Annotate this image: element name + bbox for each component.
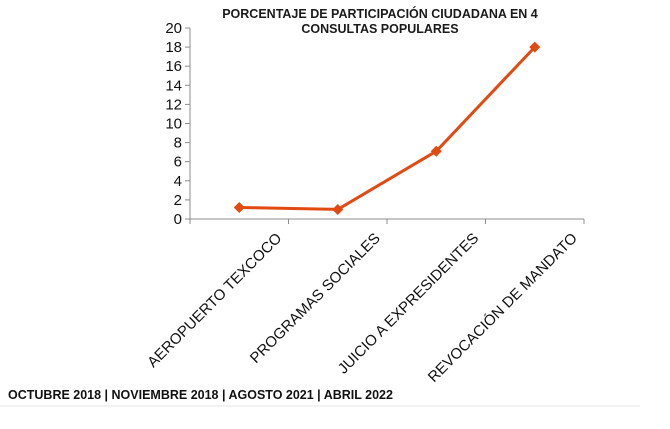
data-point-marker [529, 41, 541, 53]
y-tick-label: 10 [165, 116, 182, 133]
date-footer: OCTUBRE 2018 | NOVIEMBRE 2018 | AGOSTO 2… [8, 388, 393, 402]
data-point-marker [430, 145, 442, 157]
chart-title-line-1: PORCENTAJE DE PARTICIPACIÓN CIUDADANA EN… [222, 6, 538, 21]
data-point-marker [332, 203, 344, 215]
series-line [239, 46, 536, 211]
data-point-marker [233, 202, 245, 214]
y-tick-label: 16 [165, 58, 182, 75]
series-layer [233, 41, 541, 215]
y-tick-label: 2 [174, 192, 182, 209]
y-tick-label: 0 [174, 211, 182, 228]
chart-title-line-2: CONSULTAS POPULARES [301, 22, 458, 36]
y-tick-label: 14 [165, 77, 182, 94]
y-tick-label: 4 [174, 173, 182, 190]
y-tick-label: 18 [165, 39, 182, 56]
y-tick-label: 12 [165, 96, 182, 113]
y-tick-label: 6 [174, 154, 182, 171]
y-tick-label: 20 [165, 20, 182, 37]
y-tick-label: 8 [174, 135, 182, 152]
y-axis: 0 2 4 6 8 10 12 14 16 18 20 [165, 20, 191, 228]
